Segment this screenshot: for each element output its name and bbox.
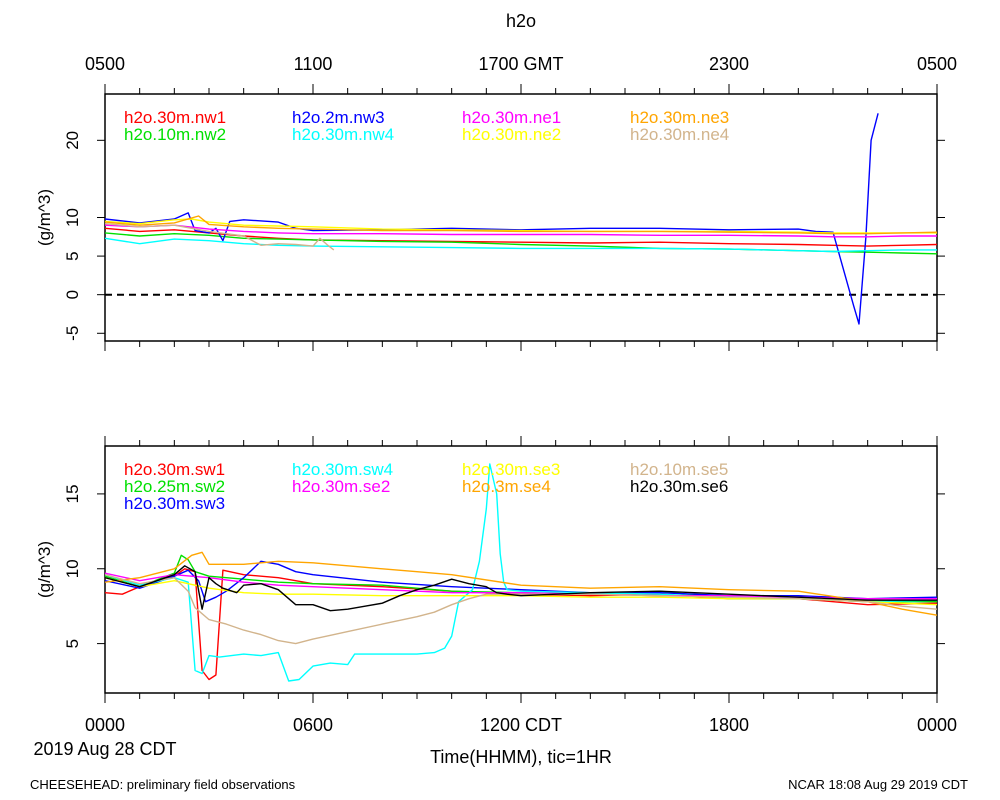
series-line-h2o-30m-sw4 (105, 463, 937, 682)
top-tick-label: 2300 (709, 54, 749, 74)
y-tick-label: 15 (63, 484, 82, 503)
legend-entry: h2o.30m.ne1 (462, 108, 561, 127)
y-axis-label: (g/m^3) (35, 189, 54, 246)
x-axis-label: Time(HHMM), tic=1HR (430, 747, 612, 767)
series-line-h2o-30m-se3 (105, 577, 937, 606)
top-tick-label: 0500 (85, 54, 125, 74)
legend-entry: h2o.30m.se6 (630, 477, 728, 496)
legend-entry: h2o.30m.sw4 (292, 460, 393, 479)
legend-entry: h2o.2m.nw3 (292, 108, 385, 127)
series-line-h2o-30m-se2 (105, 572, 937, 600)
y-tick-label: 10 (63, 208, 82, 227)
footer-right: NCAR 18:08 Aug 29 2019 CDT (788, 777, 968, 792)
series-line-h2o-30m-sw3 (105, 560, 937, 603)
bottom-tick-label: 1200 CDT (480, 715, 562, 735)
legend-entry: h2o.30m.ne4 (630, 125, 729, 144)
bottom-panel: 51015(g/m^3)h2o.30m.sw1h2o.25m.sw2h2o.30… (35, 436, 945, 703)
bottom-tick-label: 0000 (917, 715, 957, 735)
series-line-h2o-30m-ne4 (105, 223, 335, 251)
y-tick-label: 0 (63, 290, 82, 299)
top-tick-label: 1100 (294, 54, 333, 74)
y-tick-label: 20 (63, 131, 82, 150)
series-line-h2o-10m-se5 (105, 574, 937, 645)
series-line-h2o-30m-se6 (105, 565, 937, 612)
series-lines (105, 463, 937, 682)
legend-entry: h2o.30m.nw4 (292, 125, 394, 144)
series-line-h2o-3m-se4 (105, 551, 937, 616)
legend-entry: h2o.30m.se2 (292, 477, 390, 496)
legend-entry: h2o.30m.sw1 (124, 460, 225, 479)
y-tick-label: 5 (63, 251, 82, 260)
legend-entry: h2o.10m.nw2 (124, 125, 226, 144)
top-tick-label: 0500 (917, 54, 957, 74)
legend-entry: h2o.3m.se4 (462, 477, 551, 496)
legend-entry: h2o.30m.se3 (462, 460, 560, 479)
top-tick-label: 1700 GMT (478, 54, 563, 74)
legend-entry: h2o.30m.sw3 (124, 494, 225, 513)
series-line-h2o-2m-nw3 (105, 113, 879, 325)
legend-entry: h2o.30m.nw1 (124, 108, 226, 127)
top-gmt-axis: 0500 1100 1700 GMT 2300 0500 (85, 54, 957, 74)
y-axis-label: (g/m^3) (35, 541, 54, 598)
series-line-h2o-30m-ne3 (105, 215, 937, 235)
legend-entry: h2o.10m.se5 (630, 460, 728, 479)
bottom-tick-label: 0000 (85, 715, 125, 735)
legend-entry: h2o.25m.sw2 (124, 477, 225, 496)
series-line-h2o-30m-ne2 (105, 218, 937, 234)
chart-title: h2o (506, 11, 536, 31)
footer-left: CHEESEHEAD: preliminary field observatio… (30, 777, 296, 792)
legend-entry: h2o.30m.ne2 (462, 125, 561, 144)
series-line-h2o-30m-ne1 (105, 224, 937, 238)
legend-entry: h2o.30m.ne3 (630, 108, 729, 127)
series-lines (105, 113, 937, 325)
y-tick-label: 5 (63, 639, 82, 648)
bottom-tick-label: 0600 (293, 715, 333, 735)
y-tick-label: 10 (63, 559, 82, 578)
bottom-cdt-axis: 0000 0600 1200 CDT 1800 0000 (85, 715, 957, 735)
y-tick-label: -5 (63, 326, 82, 341)
bottom-tick-label: 1800 (709, 715, 749, 735)
series-line-h2o-30m-nw4 (105, 237, 937, 253)
date-label: 2019 Aug 28 CDT (33, 739, 176, 759)
